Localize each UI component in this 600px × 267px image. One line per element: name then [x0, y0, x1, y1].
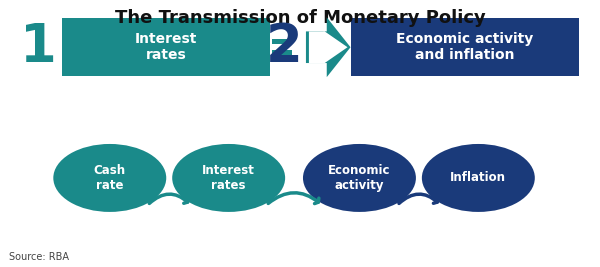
Bar — [272, 50, 292, 56]
Ellipse shape — [303, 144, 416, 212]
Text: Source: RBA: Source: RBA — [9, 252, 69, 262]
Bar — [350, 18, 580, 76]
Bar — [62, 18, 270, 76]
Bar — [272, 39, 292, 44]
Polygon shape — [309, 31, 347, 64]
Text: Cash
rate: Cash rate — [94, 164, 126, 192]
Text: Interest
rates: Interest rates — [202, 164, 255, 192]
Text: 2: 2 — [266, 21, 303, 73]
Polygon shape — [306, 17, 350, 77]
Ellipse shape — [422, 144, 535, 212]
Ellipse shape — [53, 144, 166, 212]
Ellipse shape — [172, 144, 285, 212]
Text: The Transmission of Monetary Policy: The Transmission of Monetary Policy — [115, 9, 485, 27]
Text: Economic
activity: Economic activity — [328, 164, 391, 192]
Text: 1: 1 — [20, 21, 56, 73]
Text: Economic activity
and inflation: Economic activity and inflation — [397, 32, 533, 62]
Text: Inflation: Inflation — [451, 171, 506, 184]
Text: Interest
rates: Interest rates — [135, 32, 197, 62]
